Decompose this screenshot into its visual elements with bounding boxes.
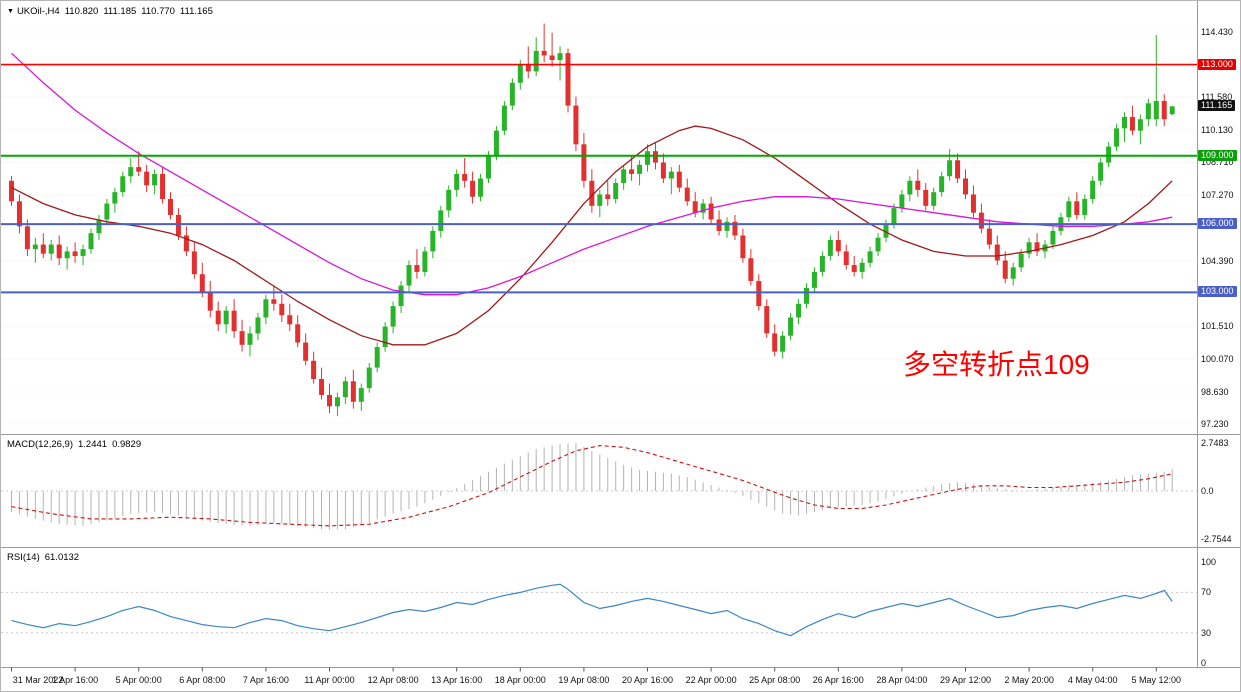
ohlc-close: 111.165 bbox=[179, 6, 213, 17]
macd-value-signal: 0.9829 bbox=[112, 439, 142, 450]
rsi-indicator-label: RSI(14) 61.0132 bbox=[7, 552, 79, 563]
rsi-panel bbox=[1, 583, 1197, 637]
macd-indicator-label: MACD(12,26,9) 1.2441 0.9829 bbox=[7, 439, 141, 450]
symbol-marker-icon: ▼ bbox=[7, 8, 14, 15]
candlesticks bbox=[9, 23, 1175, 417]
macd-name: MACD(12,26,9) bbox=[7, 439, 73, 450]
chart-annotation-text[interactable]: 多空转折点109 bbox=[903, 349, 1090, 380]
price-axis[interactable] bbox=[1198, 1, 1240, 667]
rsi-name: RSI(14) bbox=[7, 552, 40, 563]
symbol-timeframe: UKOil-,H4 bbox=[16, 6, 60, 17]
ohlc-low: 110.770 bbox=[141, 6, 175, 17]
macd-panel bbox=[1, 442, 1197, 530]
chart-header: ▼ UKOil-,H4 110.820 111.185 110.770 111.165 bbox=[7, 6, 213, 17]
overlays bbox=[1, 52, 1197, 346]
ohlc-open: 110.820 bbox=[64, 6, 99, 17]
time-axis[interactable] bbox=[1, 668, 1240, 691]
macd-value-main: 1.2441 bbox=[78, 439, 108, 450]
rsi-value: 61.0132 bbox=[44, 552, 80, 563]
frame bbox=[1, 1, 1240, 672]
ohlc-high: 111.185 bbox=[103, 6, 137, 17]
